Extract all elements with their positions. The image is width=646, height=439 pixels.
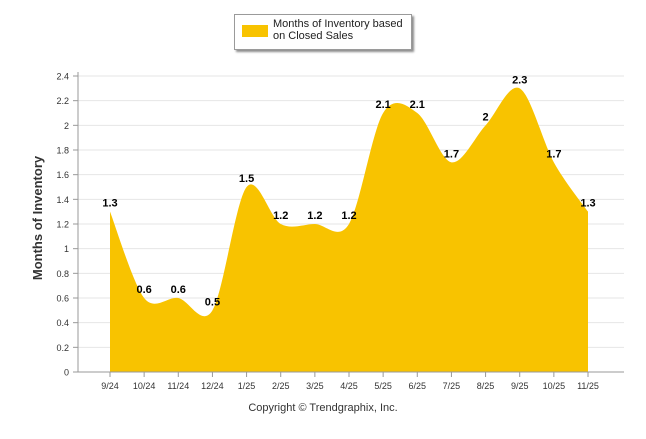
data-label: 1.3: [102, 198, 117, 210]
data-label: 1.2: [307, 210, 322, 222]
data-label: 2.1: [375, 99, 390, 111]
x-tick-label: 9/25: [511, 381, 529, 391]
area-fill: [110, 87, 588, 373]
data-label: 1.2: [341, 210, 356, 222]
data-label: 2: [483, 111, 489, 123]
data-label: 1.7: [444, 148, 459, 160]
y-axis-title: Months of Inventory: [30, 155, 45, 280]
data-label: 2.3: [512, 74, 527, 86]
x-tick-label: 8/25: [477, 381, 495, 391]
y-tick-label: 1.8: [56, 146, 69, 156]
y-tick-label: 0.4: [56, 318, 69, 328]
x-tick-label: 11/25: [577, 381, 599, 391]
x-tick-label: 6/25: [409, 381, 427, 391]
legend-swatch: [242, 25, 268, 37]
y-tick-label: 1.6: [56, 170, 69, 180]
x-tick-label: 10/25: [543, 381, 566, 391]
y-tick-label: 1: [64, 244, 69, 254]
x-tick-label: 1/25: [238, 381, 256, 391]
y-tick-label: 0: [64, 368, 69, 378]
data-label: 1.3: [580, 198, 595, 210]
x-tick-label: 2/25: [272, 381, 290, 391]
y-tick-label: 2.2: [56, 96, 69, 106]
copyright-footer: Copyright © Trendgraphix, Inc.: [248, 402, 398, 414]
data-label: 1.5: [239, 173, 254, 185]
y-tick-label: 1.4: [56, 195, 69, 205]
y-tick-label: 0.2: [56, 343, 69, 353]
x-tick-label: 4/25: [340, 381, 358, 391]
x-tick-label: 12/24: [201, 381, 224, 391]
y-tick-label: 0.6: [56, 294, 69, 304]
data-label: 0.5: [205, 296, 220, 308]
data-label: 2.1: [410, 99, 425, 111]
y-tick-label: 2: [64, 121, 69, 131]
data-label: 1.2: [273, 210, 288, 222]
x-tick-label: 9/24: [101, 381, 119, 391]
x-tick-label: 7/25: [443, 381, 461, 391]
area-series: [110, 87, 588, 373]
data-label: 1.7: [546, 148, 561, 160]
y-tick-label: 2.4: [56, 72, 69, 82]
data-label: 0.6: [171, 284, 186, 296]
axes: 0 0.2 0.4 0.6 0.8 1 1.2 1.4 1.6 1.8 2 2.2 2.4 9/24 10/…: [56, 72, 624, 391]
x-tick-label: 3/25: [306, 381, 324, 391]
y-tick-label: 0.8: [56, 269, 69, 279]
data-labels: 1.3 0.6 0.6 0.5 1.5 1.2 1.2 1.2 2.1 2.1 1.7 2 2.3 1.7…: [102, 74, 595, 308]
y-tick-label: 1.2: [56, 220, 69, 230]
x-tick-label: 11/24: [167, 381, 189, 391]
x-tick-label: 5/25: [374, 381, 392, 391]
legend-label: Months of Inventory based on Closed Sale…: [273, 18, 403, 42]
data-label: 0.6: [136, 284, 151, 296]
legend[interactable]: Months of Inventory based on Closed Sale…: [234, 14, 412, 50]
x-tick-label: 10/24: [133, 381, 156, 391]
